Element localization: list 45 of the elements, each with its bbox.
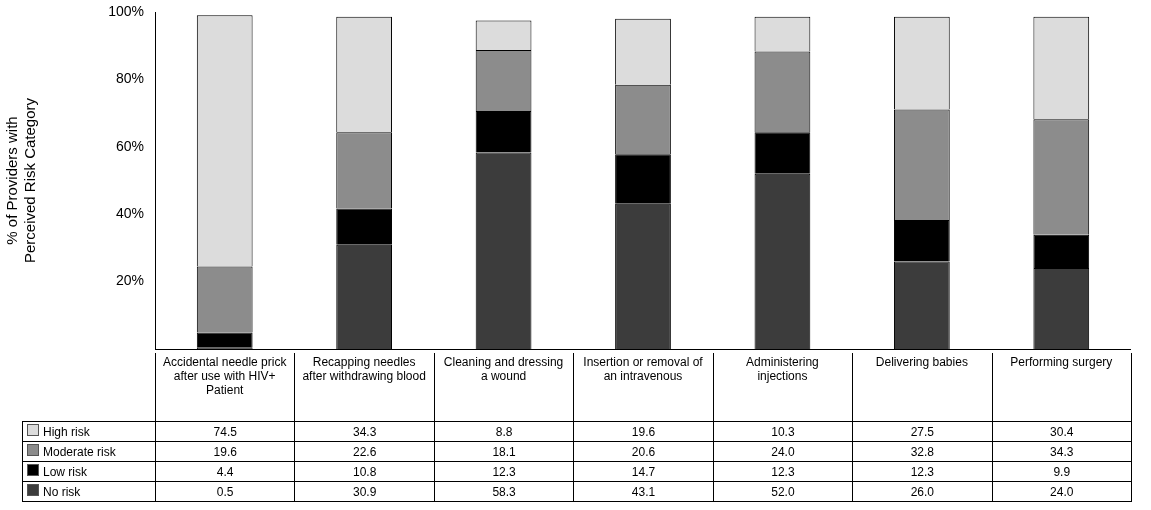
data-label: 30.4 <box>992 421 1132 442</box>
data-label: 0.5 <box>155 481 295 502</box>
x-tick-label: Insertion or removal of an intravenous <box>583 354 704 383</box>
data-label: 4.4 <box>155 461 295 482</box>
data-label: 22.6 <box>294 441 435 462</box>
data-label: 12.3 <box>852 461 993 482</box>
data-label: 12.3 <box>713 461 853 482</box>
data-label: 20.6 <box>573 441 714 462</box>
data-label: 19.6 <box>155 441 295 462</box>
y-tick-label: 80% <box>115 70 144 87</box>
data-label: 24.0 <box>992 481 1132 502</box>
data-label: 9.9 <box>992 461 1132 482</box>
data-label: 8.8 <box>434 421 574 442</box>
data-label: 34.3 <box>294 421 435 442</box>
x-tick-label: Accidental needle prick after use with HIV+ Patient <box>163 354 288 398</box>
data-label: 10.8 <box>294 461 435 482</box>
data-label: 12.3 <box>434 461 574 482</box>
data-label: 10.3 <box>713 421 853 442</box>
data-label: 74.5 <box>155 421 295 442</box>
data-label: 34.3 <box>992 441 1132 462</box>
data-label: 27.5 <box>852 421 993 442</box>
x-tick-label: Performing surgery <box>1010 354 1113 369</box>
y-tick-label: 20% <box>115 272 144 289</box>
data-label: 19.6 <box>573 421 714 442</box>
data-label: 52.0 <box>713 481 853 502</box>
data-label: 30.9 <box>294 481 435 502</box>
data-label: 58.3 <box>434 481 574 502</box>
y-tick-label: 100% <box>108 2 144 19</box>
data-label: 14.7 <box>573 461 714 482</box>
x-tick-label: Recapping needles after withdrawing blood <box>302 354 426 383</box>
data-label: 24.0 <box>713 441 853 462</box>
y-tick-label: 40% <box>115 205 144 222</box>
x-tick-label: Delivering babies <box>875 354 968 369</box>
data-label: 18.1 <box>434 441 574 462</box>
legend-label: High risk <box>22 421 156 442</box>
y-tick-label: 60% <box>115 137 144 154</box>
x-tick-label: Cleaning and dressing a wound <box>443 354 564 383</box>
legend-label: No risk <box>22 481 156 502</box>
data-label: 26.0 <box>852 481 993 502</box>
y-axis-title: % of Providers with Perceived Risk Category <box>3 97 39 264</box>
legend-label: Moderate risk <box>22 441 156 462</box>
legend-label: Low risk <box>22 461 156 482</box>
x-tick-label: Administering injections <box>746 354 819 383</box>
data-label: 43.1 <box>573 481 714 502</box>
data-label: 32.8 <box>852 441 993 462</box>
